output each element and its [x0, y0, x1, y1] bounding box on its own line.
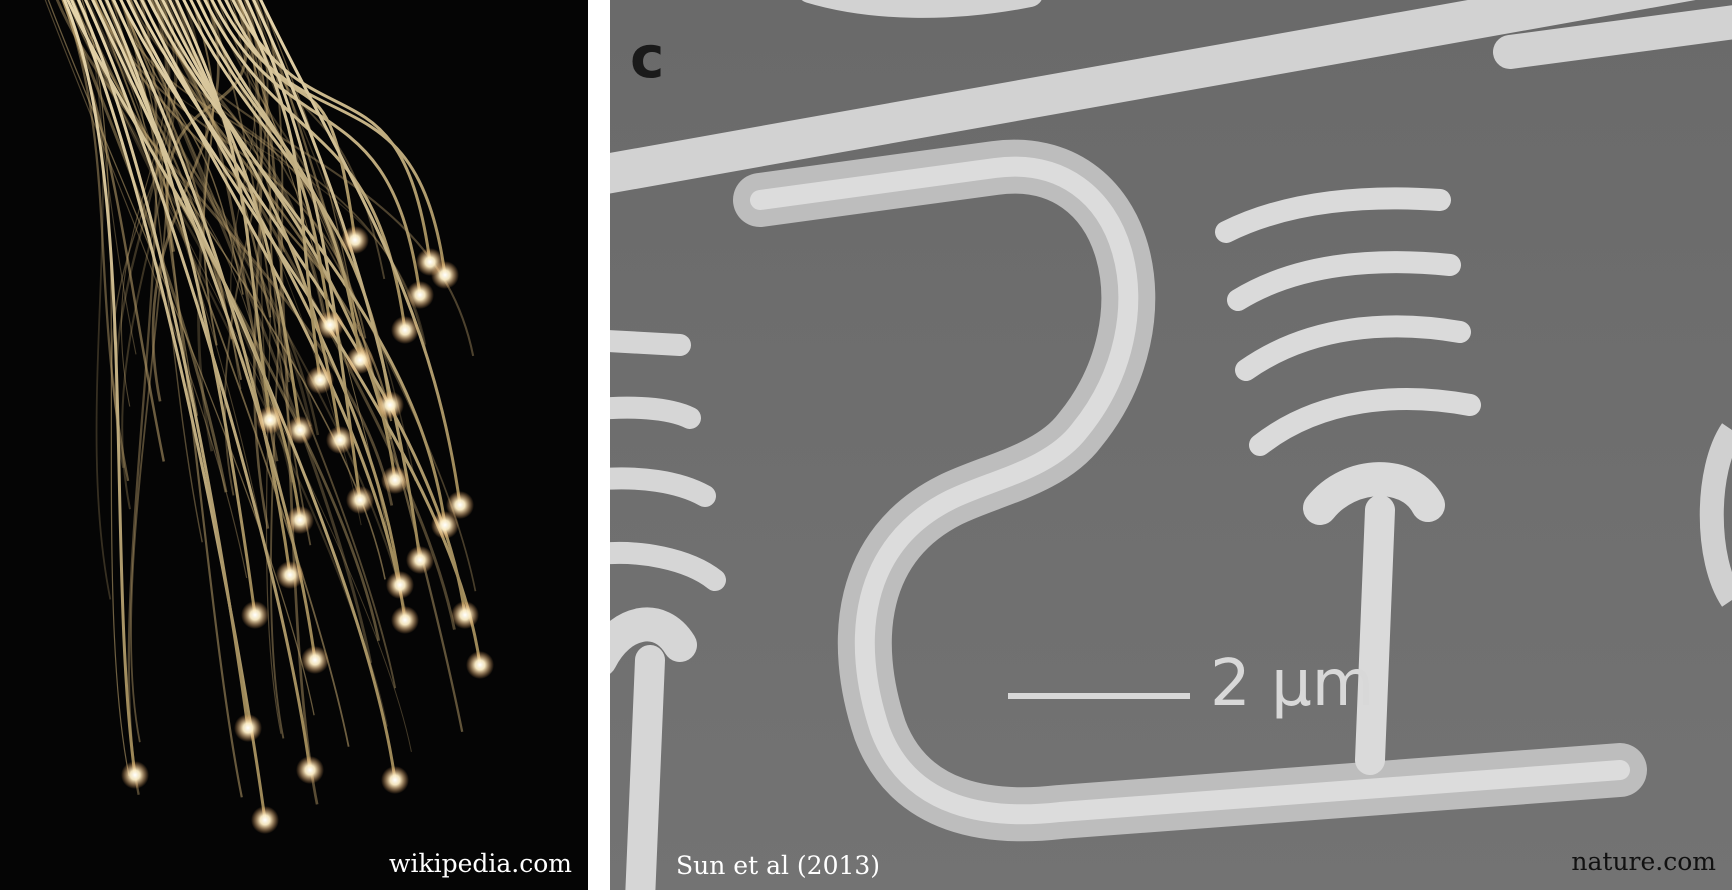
- fiber-strand: [217, 0, 380, 405]
- fiber-glow-tip: [381, 766, 409, 794]
- fiber-glow-tip: [381, 466, 409, 494]
- fiber-glow-tip: [416, 248, 444, 276]
- fiber-strand: [154, 0, 397, 481]
- fiber-glow-tip: [341, 226, 369, 254]
- fiber-glow-tip: [296, 756, 324, 784]
- fiber-strand: [158, 0, 272, 318]
- fiber-strand: [243, 0, 319, 805]
- fiber-strand: [105, 0, 408, 619]
- fiber-strand: [244, 0, 362, 501]
- fiber-strand: [93, 0, 350, 747]
- fiber-glow-tip: [301, 646, 329, 674]
- sem-micrograph: c 2 µm Sun et al (2013) nature.com: [610, 0, 1732, 890]
- fiber-strand: [61, 0, 228, 493]
- fiber-strand: [196, 0, 332, 326]
- fiber-strand: [147, 0, 447, 526]
- fiber-strand: [251, 0, 422, 561]
- fiber-strand: [78, 0, 112, 600]
- fiber-glow-tip: [386, 571, 414, 599]
- fiber-strand: [69, 0, 267, 821]
- fiber-glow-tip: [316, 311, 344, 339]
- fiber-strand: [112, 0, 292, 576]
- ring-edge: [1699, 423, 1732, 607]
- fiber-strand: [111, 0, 345, 286]
- fiber-glow-tip: [346, 486, 374, 514]
- fiber-strand: [140, 0, 402, 586]
- fiber-strand: [44, 0, 248, 579]
- fiber-strand: [121, 0, 177, 510]
- fiber-glow-tip: [406, 281, 434, 309]
- fiber-glow-tip: [276, 561, 304, 589]
- fiber-glow-tip: [406, 546, 434, 574]
- fiber-glow-tip: [286, 506, 314, 534]
- scale-bar-label: 2 µm: [1210, 647, 1375, 721]
- fiber-strand: [174, 0, 272, 421]
- fiber-strand: [98, 0, 317, 661]
- fiber-glow-tip: [256, 406, 284, 434]
- fiber-glowing-tips: [121, 226, 494, 834]
- fiber-strand: [66, 0, 302, 521]
- author-caption: Sun et al (2013): [676, 851, 881, 880]
- fiber-glow-tip: [391, 316, 419, 344]
- fiber-glow-tip: [446, 491, 474, 519]
- fiber-strand: [259, 0, 462, 506]
- fiber-glow-tip: [466, 651, 494, 679]
- fiber-strand: [111, 0, 178, 432]
- fiber-glow-tip: [451, 601, 479, 629]
- fiber-strands: [44, 0, 482, 821]
- fiber-optic-photo: wikipedia.com: [0, 0, 588, 890]
- fiber-glow-tip: [241, 601, 269, 629]
- fiber-strand: [255, 0, 464, 733]
- fiber-glow-tip: [286, 416, 314, 444]
- panel-letter: c: [630, 23, 665, 91]
- fiber-strand: [104, 0, 257, 616]
- grating-coupler-right: [1215, 187, 1481, 775]
- fiber-strand: [161, 0, 342, 441]
- fiber-glow-tip: [391, 606, 419, 634]
- fiber-strand: [168, 0, 302, 431]
- fiber-strand: [47, 0, 315, 716]
- fiber-glow-tip: [346, 346, 374, 374]
- fiber-glow-tip: [251, 806, 279, 834]
- grating-coupler-left: [610, 330, 726, 890]
- fiber-glow-tip: [306, 366, 334, 394]
- fiber-strand: [237, 0, 322, 381]
- waveguide-structure-illustration: [610, 0, 1732, 890]
- fiber-strand: [130, 0, 427, 351]
- left-source-caption: wikipedia.com: [389, 849, 572, 878]
- fiber-glow-tip: [431, 511, 459, 539]
- right-source-caption: nature.com: [1571, 847, 1716, 876]
- fiber-strand: [150, 0, 285, 253]
- fiber-strand: [189, 0, 362, 361]
- fiber-strand: [81, 0, 130, 777]
- fiber-bundle-illustration: [0, 0, 588, 890]
- fiber-strand: [62, 0, 137, 776]
- fiber-strand: [55, 0, 394, 506]
- fiber-strand: [62, 0, 130, 482]
- fiber-glow-tip: [121, 761, 149, 789]
- fiber-strand: [93, 0, 320, 436]
- fiber-strand: [231, 0, 432, 263]
- fiber-strand: [224, 0, 357, 241]
- fiber-strand: [127, 0, 158, 795]
- fiber-glow-tip: [326, 426, 354, 454]
- fiber-strand: [217, 0, 447, 276]
- fiber-strand: [126, 0, 407, 621]
- straight-waveguides: [610, 0, 1732, 194]
- fiber-strand: [210, 0, 422, 296]
- fiber-glow-tip: [234, 714, 262, 742]
- fiber-strand: [110, 0, 203, 543]
- fiber-glow-tip: [376, 391, 404, 419]
- s-bend-waveguide: [733, 139, 1647, 842]
